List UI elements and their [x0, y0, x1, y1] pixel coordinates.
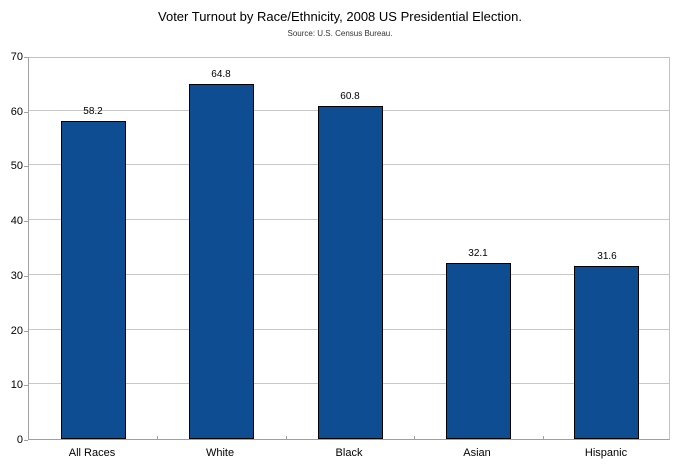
y-tick-label: 30 [10, 269, 23, 282]
y-axis-tick [24, 276, 28, 277]
x-axis-tick [157, 436, 158, 440]
y-axis-tick [24, 221, 28, 222]
y-tick-label: 10 [10, 379, 23, 392]
bar-all-races [61, 121, 126, 439]
chart-title: Voter Turnout by Race/Ethnicity, 2008 US… [158, 9, 522, 24]
bar-value-label: 31.6 [597, 251, 617, 262]
y-axis-tick [24, 112, 28, 113]
bar-value-label: 64.8 [211, 69, 231, 80]
bar-value-label: 32.1 [468, 248, 488, 259]
x-tick-label: Asian [463, 447, 491, 459]
chart-subtitle: Source: U.S. Census Bureau. [287, 29, 393, 38]
plot-area: 58.2 64.8 60.8 32.1 31.6 [28, 57, 670, 440]
y-tick-label: 40 [10, 215, 23, 228]
bar-white [189, 84, 254, 439]
y-tick-label: 50 [10, 160, 23, 173]
y-tick-label: 0 [16, 434, 23, 446]
x-axis-tick [286, 436, 287, 440]
y-axis-tick [24, 440, 28, 441]
y-axis-tick [24, 331, 28, 332]
x-tick-label: Hispanic [584, 447, 628, 459]
bar-black [318, 106, 383, 439]
x-tick-label: Black [335, 447, 363, 459]
y-tick-label: 20 [10, 324, 23, 337]
x-axis-tick [543, 436, 544, 440]
x-tick-label: White [205, 447, 235, 459]
y-axis-tick [24, 385, 28, 386]
bar-asian [446, 263, 511, 439]
bar-hispanic [574, 266, 639, 439]
y-axis-tick [24, 166, 28, 167]
x-tick-label: All Races [68, 447, 116, 459]
y-tick-label: 60 [10, 105, 23, 118]
y-tick-label: 70 [10, 51, 23, 63]
bar-value-label: 60.8 [340, 91, 360, 102]
y-axis-tick [24, 57, 28, 58]
bar-value-label: 58.2 [83, 106, 103, 117]
x-axis-tick [414, 436, 415, 440]
